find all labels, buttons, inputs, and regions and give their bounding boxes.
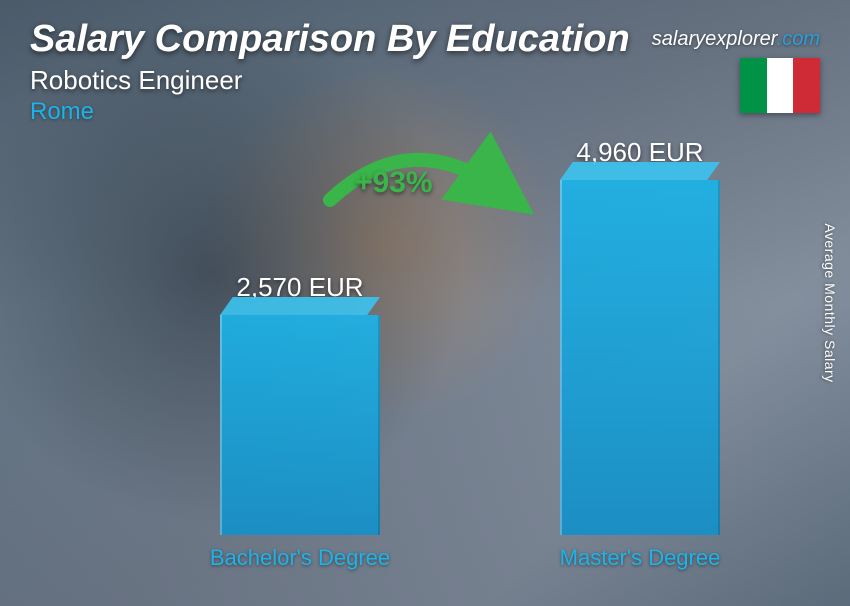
location-label: Rome	[30, 98, 630, 126]
bar-bachelor: 2,570 EUR Bachelor's Degree	[150, 272, 450, 571]
header: Salary Comparison By Education Robotics …	[30, 18, 630, 126]
bar-top-face	[560, 162, 720, 180]
flag-stripe-red	[793, 58, 820, 113]
flag-stripe-green	[740, 58, 767, 113]
infographic-container: Salary Comparison By Education Robotics …	[0, 0, 850, 606]
page-title: Salary Comparison By Education	[30, 18, 630, 61]
bar-master: 4,960 EUR Master's Degree	[490, 137, 790, 571]
site-suffix: .com	[777, 28, 820, 50]
bar-front-face	[560, 180, 720, 535]
bar-shape	[560, 180, 720, 535]
flag-stripe-white	[767, 58, 794, 113]
bar-category-label: Bachelor's Degree	[150, 545, 450, 571]
bar-chart: 2,570 EUR Bachelor's Degree 4,960 EUR Ma…	[60, 160, 790, 571]
bar-top-face	[220, 297, 380, 315]
bar-shape	[220, 315, 380, 535]
country-flag-italy	[740, 58, 820, 113]
bar-front-face	[220, 315, 380, 535]
bar-category-label: Master's Degree	[490, 545, 790, 571]
site-name: salaryexplorer	[652, 28, 777, 50]
site-branding: salaryexplorer.com	[652, 28, 820, 51]
y-axis-label: Average Monthly Salary	[822, 223, 838, 382]
job-title: Robotics Engineer	[30, 65, 630, 96]
